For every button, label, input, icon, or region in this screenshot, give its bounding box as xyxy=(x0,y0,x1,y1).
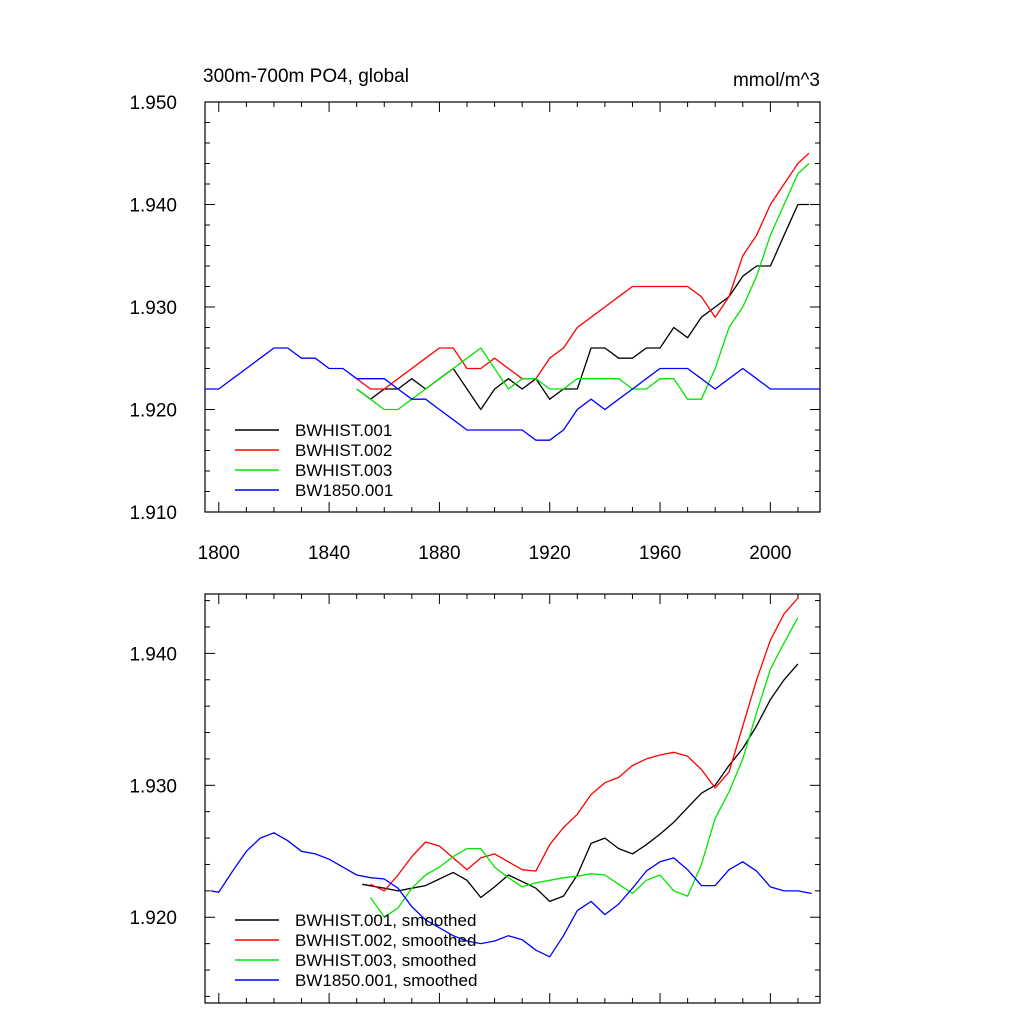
chart-title: 300m-700m PO4, global xyxy=(203,66,409,87)
legend-label: BW1850.001 xyxy=(295,481,393,500)
y-tick-label: 1.950 xyxy=(129,93,177,114)
x-tick-label: 1840 xyxy=(308,543,350,564)
y-tick-label: 1.930 xyxy=(129,776,177,797)
series-line-1 xyxy=(356,152,810,390)
plot-frame xyxy=(204,593,821,1004)
x-tick-label: 1920 xyxy=(529,543,571,564)
legend-label: BWHIST.001 xyxy=(295,421,392,440)
top-panel: 300m-700m PO4, global mmol/m^3 1800 1840 1… xyxy=(129,66,821,564)
series-line-2 xyxy=(356,163,810,411)
x-tick-label: 1800 xyxy=(198,543,240,564)
x-tick-label: 2000 xyxy=(749,543,791,564)
series-line-3 xyxy=(205,347,820,441)
x-tick-label: 1880 xyxy=(418,543,460,564)
legend-label: BW1850.001, smoothed xyxy=(295,971,477,990)
units-label: mmol/m^3 xyxy=(733,70,820,91)
legend-label: BWHIST.003, smoothed xyxy=(295,951,476,970)
series-line-2 xyxy=(369,617,799,918)
y-tick-label: 1.940 xyxy=(129,644,177,665)
y-tick-label: 1.920 xyxy=(129,908,177,929)
x-tick-label: 1960 xyxy=(639,543,681,564)
y-tick-label: 1.930 xyxy=(129,298,177,319)
series-line-1 xyxy=(370,597,799,892)
legend-label: BWHIST.002 xyxy=(295,441,392,460)
legend-label: BWHIST.002, smoothed xyxy=(295,931,476,950)
y-tick-label: 1.910 xyxy=(129,503,177,524)
y-tick-label: 1.940 xyxy=(129,196,177,217)
legend-label: BWHIST.003 xyxy=(295,461,392,480)
series-line-3 xyxy=(210,832,812,958)
legend-label: BWHIST.001, smoothed xyxy=(295,911,476,930)
series-line-0 xyxy=(362,663,799,903)
y-tick-label: 1.920 xyxy=(129,401,177,422)
